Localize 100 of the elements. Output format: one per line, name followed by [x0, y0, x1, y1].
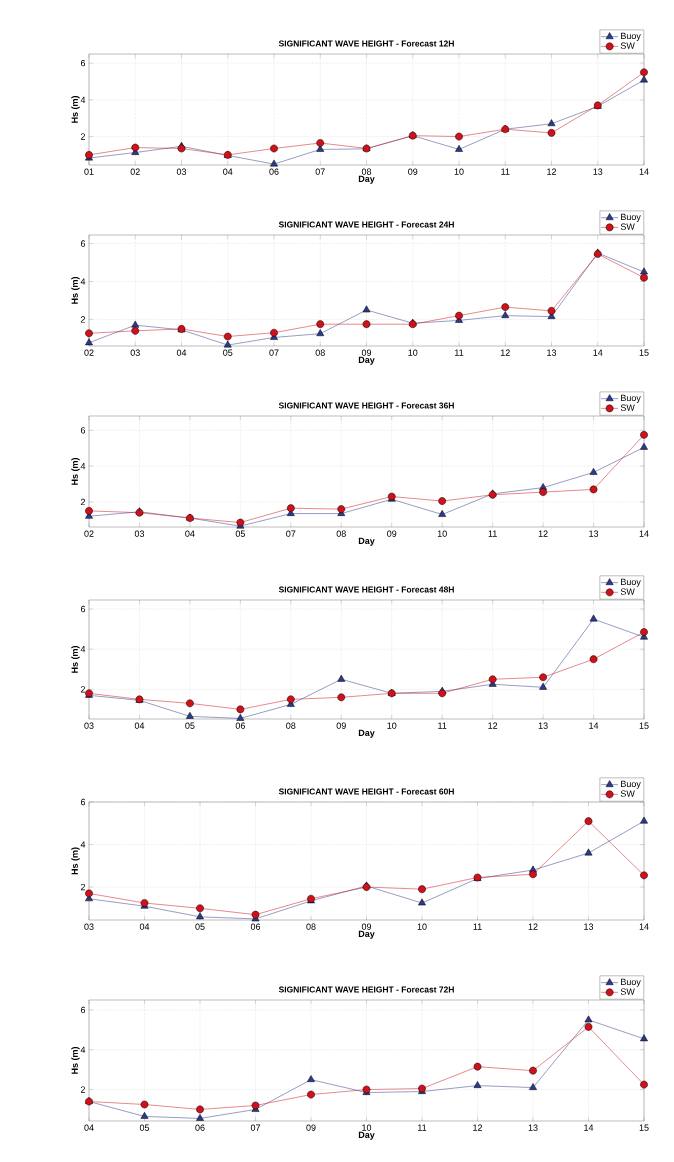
x-tick-label: 11 [438, 722, 447, 729]
x-axis-title: Day [358, 1131, 375, 1140]
y-tick-label: 2 [80, 133, 86, 140]
x-tick-label: 15 [639, 722, 649, 729]
x-tick-label: 13 [547, 349, 557, 356]
x-tick-label: 07 [286, 530, 296, 537]
x-tick-label: 03 [176, 168, 187, 175]
x-tick-label: 05 [223, 349, 233, 356]
x-tick-label: 03 [130, 349, 140, 356]
y-tick-label: 4 [80, 278, 86, 285]
x-tick-label: 09 [387, 530, 397, 537]
x-tick-label: 01 [84, 168, 94, 175]
x-tick-label: 12 [473, 1124, 483, 1131]
x-tick-label: 02 [84, 530, 94, 537]
y-tick-label: 6 [80, 60, 86, 67]
legend-label: SW [620, 404, 635, 411]
x-tick-label: 11 [488, 530, 497, 537]
y-tick-label: 2 [80, 316, 86, 323]
x-tick-label: 10 [362, 1124, 372, 1131]
y-tick-label: 4 [80, 463, 86, 470]
y-tick-label: 6 [80, 798, 86, 806]
legend-label: Buoy [621, 394, 641, 403]
legend-label: SW [620, 988, 635, 995]
x-tick-label: 05 [139, 1124, 150, 1131]
x-axis-title: Day [358, 930, 375, 939]
x-tick-label: 04 [139, 923, 150, 930]
legend-label: SW [620, 588, 635, 595]
x-tick-label: 08 [315, 349, 325, 356]
y-axis-title: Hs (m) [71, 458, 80, 485]
chart-title: SIGNIFICANT WAVE HEIGHT - Forecast 12H [278, 40, 454, 47]
y-tick-label: 2 [80, 498, 86, 506]
x-tick-label: 14 [593, 349, 603, 356]
x-tick-label: 04 [223, 168, 233, 175]
x-tick-label: 11 [501, 168, 510, 175]
x-tick-label: 10 [417, 923, 427, 930]
x-tick-label: 13 [593, 168, 603, 175]
x-tick-label: 09 [306, 1124, 316, 1131]
y-axis-title: Hs (m) [71, 847, 80, 875]
chart-title: SIGNIFICANT WAVE HEIGHT - Forecast 72H [278, 986, 454, 993]
x-tick-label: 13 [528, 1124, 538, 1131]
chart-title: SIGNIFICANT WAVE HEIGHT - Forecast 36H [278, 402, 454, 409]
x-tick-label: 09 [408, 168, 418, 175]
x-tick-label: 14 [639, 168, 649, 175]
x-tick-label: 02 [130, 168, 140, 175]
x-tick-label: 11 [473, 923, 482, 930]
legend-label: Buoy [621, 213, 641, 222]
x-tick-label: 12 [528, 923, 538, 930]
x-tick-label: 05 [195, 923, 205, 930]
y-axis-title: Hs (m) [71, 646, 80, 673]
x-tick-label: 10 [408, 349, 418, 356]
x-tick-label: 06 [235, 722, 245, 729]
y-axis-title: Hs (m) [71, 277, 80, 304]
x-tick-label: 14 [584, 1124, 594, 1131]
x-tick-label: 15 [639, 349, 649, 356]
legend-label: Buoy [621, 978, 641, 987]
x-tick-label: 10 [387, 722, 397, 729]
x-tick-label: 07 [315, 168, 325, 175]
x-tick-label: 08 [286, 722, 296, 729]
chart-title: SIGNIFICANT WAVE HEIGHT - Forecast 60H [278, 788, 454, 795]
x-tick-label: 13 [584, 923, 594, 930]
x-tick-label: 08 [336, 530, 346, 537]
x-tick-label: 10 [437, 530, 447, 537]
y-tick-label: 4 [80, 96, 86, 103]
y-axis-title: Hs (m) [71, 96, 80, 123]
x-tick-label: 08 [306, 923, 316, 930]
x-tick-label: 07 [269, 349, 279, 356]
x-axis-title: Day [358, 175, 375, 184]
x-tick-label: 11 [418, 1124, 427, 1131]
x-tick-label: 11 [455, 349, 464, 356]
x-tick-label: 06 [250, 923, 261, 930]
y-tick-label: 2 [80, 686, 86, 693]
x-tick-label: 12 [488, 722, 498, 729]
legend-label: SW [620, 223, 635, 230]
legend-label: SW [620, 790, 635, 797]
x-axis-title: Day [358, 356, 375, 365]
x-tick-label: 12 [500, 349, 510, 356]
x-tick-label: 04 [84, 1124, 94, 1131]
y-tick-label: 6 [80, 1006, 86, 1014]
x-tick-label: 15 [639, 1124, 649, 1131]
x-tick-label: 03 [84, 722, 94, 729]
x-tick-label: 06 [195, 1124, 205, 1131]
x-tick-label: 13 [589, 530, 599, 537]
x-tick-label: 07 [250, 1124, 261, 1131]
x-tick-label: 14 [639, 923, 649, 930]
y-tick-label: 2 [80, 1086, 86, 1093]
x-tick-label: 13 [538, 722, 548, 729]
x-tick-label: 05 [185, 722, 195, 729]
y-tick-label: 6 [80, 605, 86, 613]
legend-label: Buoy [621, 578, 641, 587]
x-axis-title: Day [358, 537, 375, 546]
y-tick-label: 6 [80, 427, 86, 434]
x-tick-label: 10 [454, 168, 464, 175]
y-axis-title: Hs (m) [71, 1047, 80, 1074]
x-tick-label: 12 [538, 530, 548, 537]
x-tick-label: 02 [84, 349, 94, 356]
chart-title: SIGNIFICANT WAVE HEIGHT - Forecast 24H [278, 221, 454, 228]
x-tick-label: 08 [361, 168, 372, 175]
x-tick-label: 04 [185, 530, 195, 537]
legend-label: Buoy [621, 32, 641, 41]
x-tick-label: 03 [134, 530, 145, 537]
